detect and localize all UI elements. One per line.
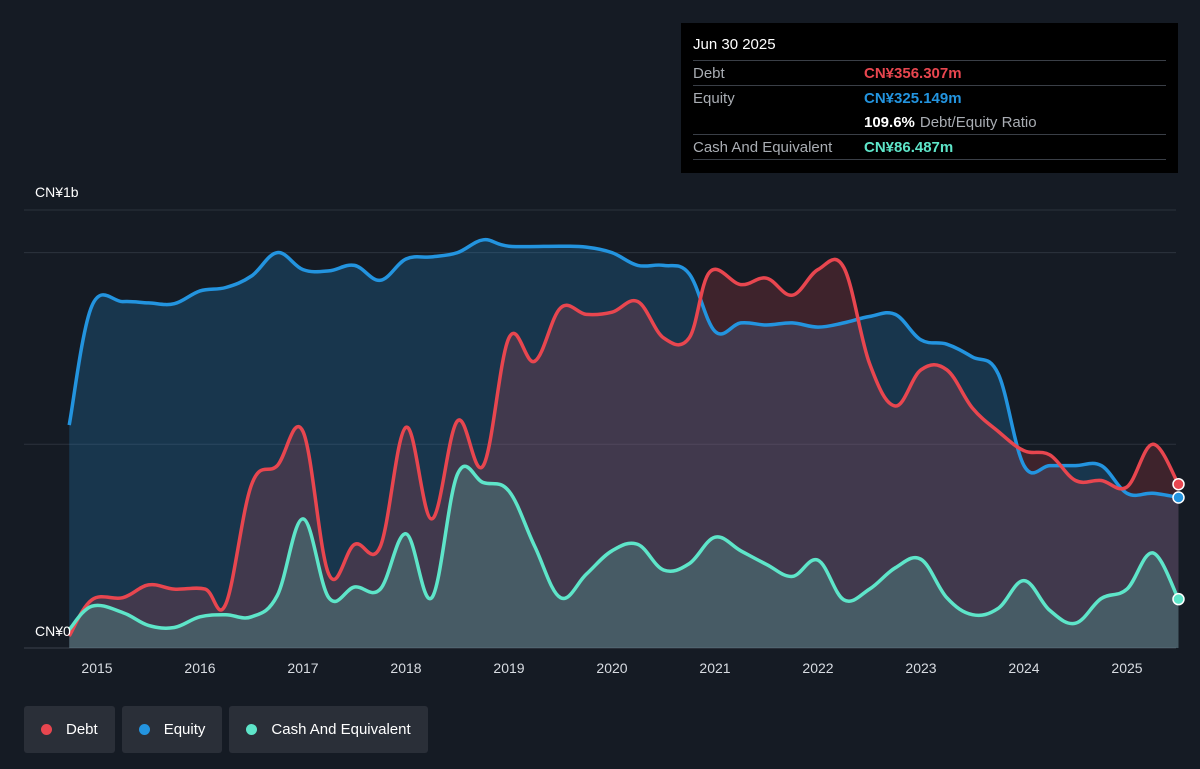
equity-dot-icon bbox=[138, 724, 150, 735]
debt-line bbox=[67, 257, 1181, 637]
legend-cash-label: Cash And Equivalent bbox=[271, 721, 411, 738]
x-tick-label: 2020 bbox=[596, 660, 627, 676]
series-lines bbox=[67, 237, 1181, 637]
tooltip-ratio-label: Debt/Equity Ratio bbox=[919, 113, 1037, 131]
x-tick-label: 2017 bbox=[287, 660, 318, 676]
tooltip-equity-value: CN¥325.149m bbox=[864, 89, 962, 107]
legend-item-cash[interactable]: Cash And Equivalent bbox=[229, 706, 428, 753]
y-axis-zero-label: CN¥0 bbox=[35, 623, 71, 639]
debt-area bbox=[69, 259, 1179, 648]
equity-area bbox=[69, 239, 1179, 649]
equity-line bbox=[67, 237, 1179, 500]
cash-area bbox=[69, 466, 1179, 648]
tooltip-row-debt: Debt CN¥356.307m bbox=[693, 60, 1166, 85]
x-tick-label: 2019 bbox=[493, 660, 524, 676]
series-areas bbox=[69, 239, 1179, 649]
x-tick-label: 2023 bbox=[905, 660, 936, 676]
tooltip-debt-value: CN¥356.307m bbox=[864, 64, 962, 82]
tooltip-debt-label: Debt bbox=[693, 64, 725, 82]
tooltip-ratio-value: 109.6% bbox=[864, 113, 915, 131]
grid-lines bbox=[24, 209, 1176, 649]
legend-item-debt[interactable]: Debt bbox=[24, 706, 115, 753]
tooltip-cash-label: Cash And Equivalent bbox=[693, 138, 833, 156]
chart-tooltip: Jun 30 2025 Debt CN¥356.307m Equity CN¥3… bbox=[681, 23, 1178, 173]
equity-end-marker bbox=[1172, 491, 1185, 504]
y-axis-top-label: CN¥1b bbox=[35, 184, 79, 200]
x-tick-label: 2018 bbox=[390, 660, 421, 676]
x-axis-ticks: 2015 2016 2017 2018 2019 2020 2021 2022 2023 2024… bbox=[81, 660, 1142, 676]
tooltip-date: Jun 30 2025 bbox=[693, 36, 776, 53]
debt-dot-icon bbox=[41, 724, 52, 735]
cash-line bbox=[67, 464, 1181, 631]
tooltip-row-cash: Cash And Equivalent CN¥86.487m bbox=[693, 134, 1166, 160]
legend-item-equity[interactable]: Equity bbox=[121, 706, 223, 753]
x-tick-label: 2015 bbox=[81, 660, 112, 676]
cash-end-marker bbox=[1172, 592, 1185, 606]
end-markers bbox=[1172, 477, 1185, 606]
chart-legend: Debt Equity Cash And Equivalent bbox=[24, 706, 428, 753]
tooltip-cash-value: CN¥86.487m bbox=[864, 138, 954, 156]
x-tick-label: 2025 bbox=[1111, 660, 1142, 676]
tooltip-row-equity: Equity CN¥325.149m bbox=[693, 85, 1166, 110]
x-tick-label: 2024 bbox=[1008, 660, 1039, 676]
x-tick-label: 2016 bbox=[184, 660, 215, 676]
cash-dot-icon bbox=[246, 724, 258, 735]
debt-end-marker bbox=[1172, 477, 1185, 491]
legend-debt-label: Debt bbox=[66, 721, 98, 738]
tooltip-row-ratio: 109.6% Debt/Equity Ratio bbox=[693, 110, 1166, 134]
legend-equity-label: Equity bbox=[163, 721, 206, 738]
tooltip-equity-label: Equity bbox=[693, 89, 735, 107]
x-tick-label: 2021 bbox=[699, 660, 730, 676]
x-tick-label: 2022 bbox=[802, 660, 833, 676]
